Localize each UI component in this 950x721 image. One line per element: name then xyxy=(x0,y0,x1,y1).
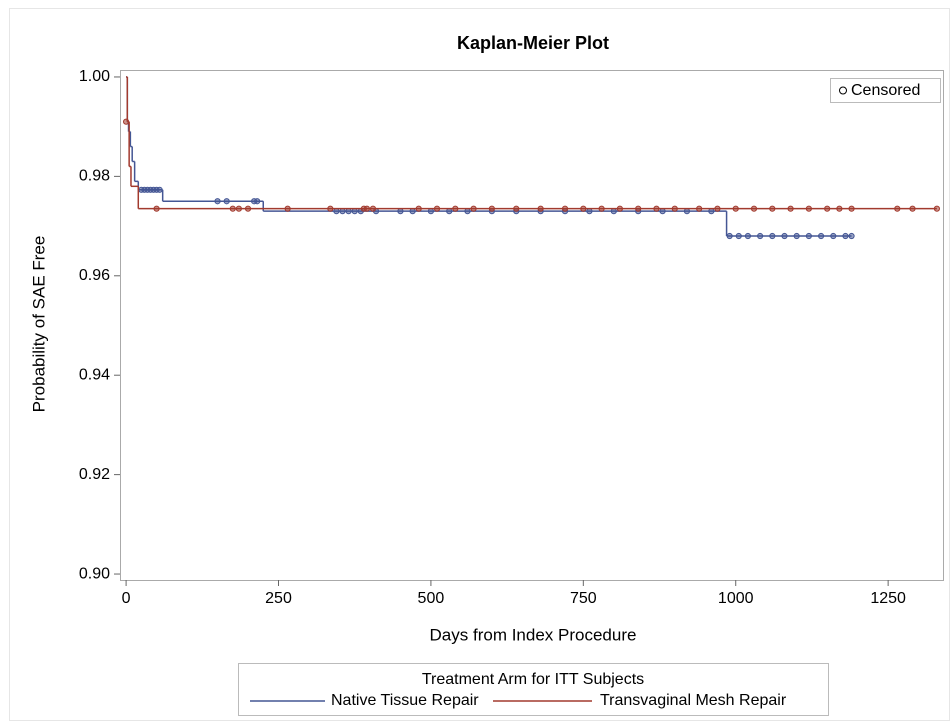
censored-marker xyxy=(757,232,764,240)
censored-marker xyxy=(836,205,843,212)
censored-marker xyxy=(488,205,495,212)
censored-marker xyxy=(284,205,291,212)
censored-marker xyxy=(537,205,544,212)
censored-marker xyxy=(513,205,520,212)
censored-marker xyxy=(750,205,758,212)
censored-marker xyxy=(452,205,459,212)
y-tick-label: 0.92 xyxy=(79,466,110,483)
censored-marker xyxy=(714,205,721,212)
legend-title: Treatment Arm for ITT Subjects xyxy=(422,671,644,688)
censored-marker xyxy=(214,198,221,205)
censored-marker xyxy=(561,205,569,212)
x-tick-label: 1250 xyxy=(870,590,906,607)
censored-marker xyxy=(830,232,837,240)
censored-marker xyxy=(805,205,812,212)
censored-marker xyxy=(653,205,660,212)
censored-marker xyxy=(235,205,242,212)
censored-marker xyxy=(580,205,587,212)
x-axis-label: Days from Index Procedure xyxy=(430,625,637,644)
censored-marker xyxy=(933,205,941,212)
plot-frame xyxy=(120,70,944,581)
x-tick-label: 500 xyxy=(418,590,445,607)
censored-marker xyxy=(805,232,812,240)
censored-marker xyxy=(153,205,160,212)
censored-marker xyxy=(744,232,752,240)
censored-marker xyxy=(909,205,916,212)
censored-marker xyxy=(156,186,163,193)
censored-marker xyxy=(327,205,334,212)
legend-label: Transvaginal Mesh Repair xyxy=(600,692,787,709)
censored-marker xyxy=(616,205,623,212)
x-tick-label: 1000 xyxy=(718,590,754,607)
censored-marker xyxy=(671,205,678,212)
censored-marker xyxy=(848,232,855,240)
censored-legend-symbol xyxy=(839,86,847,95)
x-tick-label: 0 xyxy=(122,590,131,607)
censored-marker xyxy=(223,198,230,205)
censored-marker xyxy=(769,205,776,212)
censored-marker xyxy=(122,118,130,125)
chart-title: Kaplan-Meier Plot xyxy=(457,33,609,53)
censored-marker xyxy=(824,205,831,212)
censored-marker xyxy=(787,205,794,212)
y-tick-label: 0.94 xyxy=(79,366,110,383)
censored-marker xyxy=(842,232,849,240)
censored-marker xyxy=(817,232,825,240)
y-tick-label: 1.00 xyxy=(79,68,110,85)
censored-marker xyxy=(229,205,236,212)
censored-marker xyxy=(726,232,733,240)
censored-marker xyxy=(254,198,261,205)
y-axis-label: Probability of SAE Free xyxy=(29,236,48,413)
censored-marker xyxy=(696,205,703,212)
censored-marker xyxy=(363,205,370,212)
censored-marker xyxy=(894,205,901,212)
legend-box xyxy=(238,663,829,716)
page-border xyxy=(9,8,950,721)
censored-marker xyxy=(735,232,742,240)
censored-marker xyxy=(470,205,477,212)
censored-marker xyxy=(635,205,642,212)
censored-marker xyxy=(415,205,422,212)
censored-marker xyxy=(433,205,441,212)
censored-marker xyxy=(598,205,605,212)
censored-legend-box xyxy=(830,78,941,103)
censored-marker xyxy=(732,205,739,212)
legend-label: Native Tissue Repair xyxy=(331,692,479,709)
x-tick-label: 750 xyxy=(570,590,597,607)
censored-marker xyxy=(244,205,252,212)
y-tick-label: 0.98 xyxy=(79,168,110,185)
y-tick-label: 0.90 xyxy=(79,565,110,582)
censored-marker xyxy=(793,232,800,240)
censored-marker xyxy=(781,232,788,240)
censored-marker xyxy=(769,232,776,240)
y-tick-label: 0.96 xyxy=(79,267,110,284)
x-tick-label: 250 xyxy=(265,590,292,607)
censored-marker xyxy=(848,205,855,212)
censored-marker xyxy=(369,205,377,212)
censored-legend-label: Censored xyxy=(851,82,920,99)
